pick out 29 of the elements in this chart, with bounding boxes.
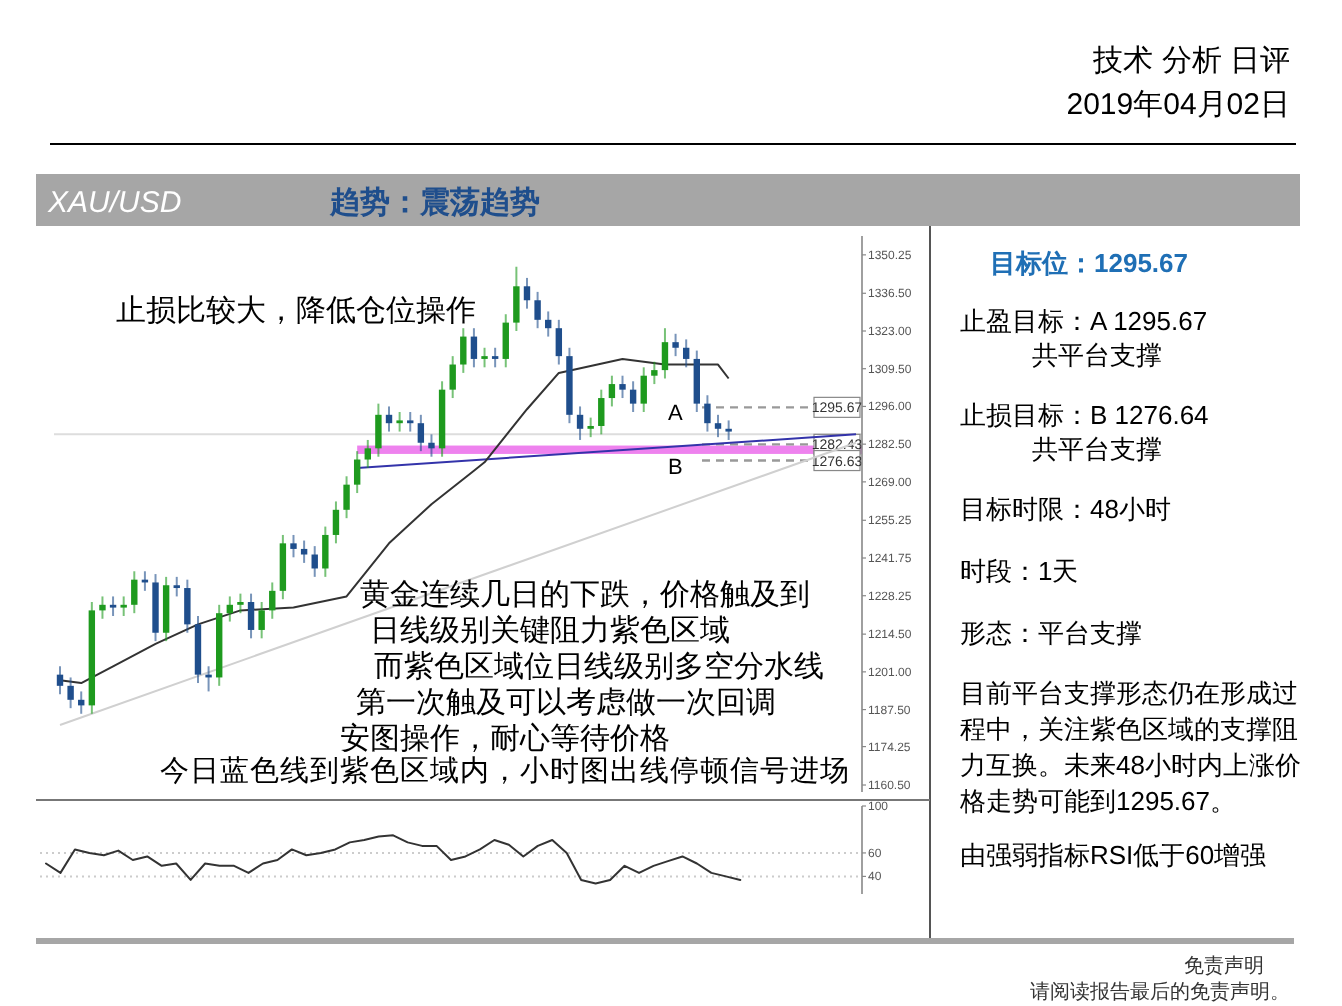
annotation: 日线级别关键阻力紫色区域 [370, 614, 730, 648]
annotation: A [668, 402, 684, 426]
text: 共平台支撑 [1032, 340, 1162, 370]
text: 目标位：1295.67 [990, 248, 1188, 278]
text: 共平台支撑 [1032, 434, 1162, 464]
text: 时段：1天 [960, 556, 1079, 586]
annotation: 止损比较大，降低仓位操作 [116, 294, 476, 328]
annotation: 黄金连续几日的下跌，价格触及到 [360, 578, 810, 612]
text: 止盈目标：A 1295.67 [960, 306, 1208, 336]
text: 免责声明 [1184, 954, 1264, 978]
text: 目标时限：48小时 [960, 494, 1171, 524]
chart-title: XAU/USD [46, 186, 182, 220]
text: 格走势可能到1295.67。 [958, 786, 1236, 816]
text: 形态：平台支撑 [960, 618, 1142, 648]
line-series [45, 834, 742, 885]
annotation: 安图操作，耐心等待价格 [340, 722, 670, 756]
annotation: 第一次触及可以考虑做一次回调 [356, 686, 776, 720]
chart-subtitle: 趋势：震荡趋势 [328, 186, 540, 220]
annotation: 而紫色区域位日线级别多空分水线 [374, 650, 824, 684]
text: 2019年04月02日 [1066, 88, 1290, 122]
text: 技术 分析 日评 [1091, 44, 1290, 78]
annotation: B [668, 456, 683, 480]
text: 力互换。未来48小时内上涨价 [960, 750, 1301, 780]
text: 止损目标：B 1276.64 [960, 400, 1209, 430]
text: 请阅读报告最后的免责声明。 [1030, 980, 1290, 1004]
annotation: 今日蓝色线到紫色区域内，小时图出线停顿信号进场 [160, 754, 850, 788]
text: 程中，关注紫色区域的支撑阻 [960, 714, 1298, 744]
text: 由强弱指标RSI低于60增强 [960, 840, 1267, 870]
text: 目前平台支撑形态仍在形成过 [960, 678, 1298, 708]
